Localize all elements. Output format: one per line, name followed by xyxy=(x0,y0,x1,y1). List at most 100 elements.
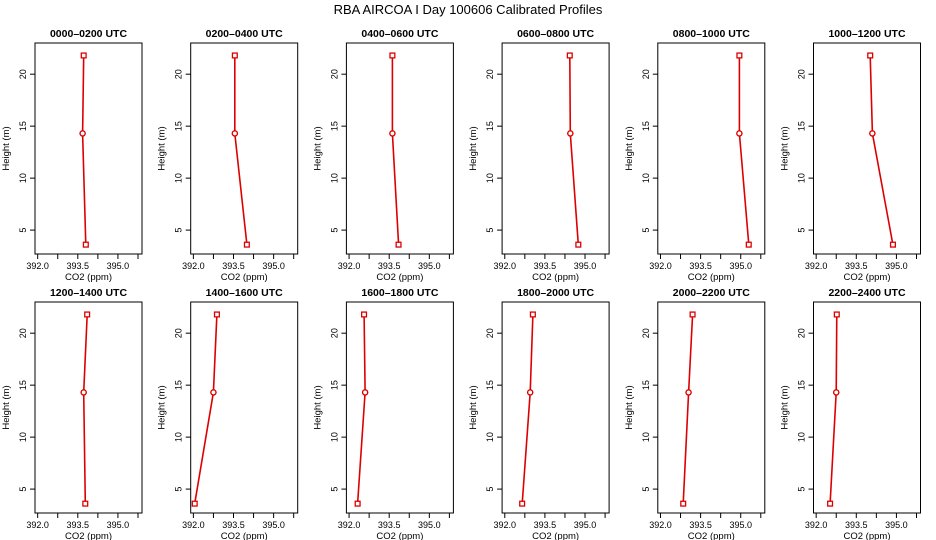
y-tick-label: 5 xyxy=(18,228,28,233)
y-tick-label: 20 xyxy=(174,328,184,338)
y-tick-label: 10 xyxy=(485,173,495,183)
data-point xyxy=(82,500,89,507)
y-tick-label: 5 xyxy=(641,487,651,492)
data-point xyxy=(361,389,369,396)
profile-line xyxy=(521,314,534,504)
data-point xyxy=(210,389,217,396)
data-point xyxy=(869,130,876,137)
profile-panel-2: 0200–0400 UTC 392.0 393.5 395.0 5 10 15 20 CO2 (… xyxy=(157,28,299,283)
data-point xyxy=(213,311,220,318)
y-tick-label: 5 xyxy=(641,228,651,233)
x-tick-label: 395.0 xyxy=(107,261,130,271)
y-axis-label: Height (m) xyxy=(312,126,323,170)
plot-frame xyxy=(345,42,454,255)
x-tick-label: 392.0 xyxy=(26,520,49,530)
y-tick-label: 5 xyxy=(797,228,807,233)
data-point xyxy=(566,52,573,59)
plot-frame xyxy=(657,301,766,514)
x-tick-label: 393.5 xyxy=(378,261,401,271)
y-tick-label: 15 xyxy=(18,380,28,390)
x-axis-label: CO2 (ppm) xyxy=(688,531,735,540)
x-tick-label: 393.5 xyxy=(67,261,90,271)
y-tick-label: 10 xyxy=(18,173,28,183)
data-point xyxy=(529,311,536,318)
x-tick-label: 392.0 xyxy=(338,520,361,530)
y-tick-label: 15 xyxy=(641,121,651,131)
profile-panel-7: 1200–1400 UTC 392.0 393.5 395.0 5 10 15 20 CO2 (… xyxy=(1,287,143,540)
x-axis-label: CO2 (ppm) xyxy=(65,531,112,540)
x-tick-label: 395.0 xyxy=(885,520,908,530)
y-tick-label: 10 xyxy=(485,432,495,442)
y-tick-label: 15 xyxy=(18,121,28,131)
profile-panel-11: 2000–2200 UTC 392.0 393.5 395.0 5 10 15 20 CO2 (… xyxy=(624,287,766,540)
profile-panel-8: 1400–1600 UTC 392.0 393.5 395.0 5 10 15 20 CO2 (… xyxy=(157,287,299,540)
x-tick-label: 395.0 xyxy=(574,520,597,530)
x-tick-label: 392.0 xyxy=(338,261,361,271)
panel-title: 0000–0200 UTC xyxy=(50,28,127,40)
y-axis-label: Height (m) xyxy=(312,385,323,429)
y-tick-label: 20 xyxy=(174,69,184,79)
data-point xyxy=(519,500,526,507)
panel-title: 0600–0800 UTC xyxy=(517,28,594,40)
x-tick-label: 395.0 xyxy=(418,520,441,530)
y-tick-label: 20 xyxy=(485,69,495,79)
figure-title: RBA AIRCOA I Day 100606 Calibrated Profi… xyxy=(334,2,603,17)
plot-frame xyxy=(345,301,454,514)
plot-frame xyxy=(34,301,143,514)
x-axis-label: CO2 (ppm) xyxy=(844,531,891,540)
profile-line xyxy=(869,55,894,245)
y-tick-label: 20 xyxy=(18,69,28,79)
y-tick-label: 20 xyxy=(485,328,495,338)
profile-panel-1: 0000–0200 UTC 392.0 393.5 395.0 5 10 15 20 CO2 (… xyxy=(1,28,143,283)
data-point xyxy=(231,52,238,59)
x-tick-label: 395.0 xyxy=(729,261,752,271)
y-axis-label: Height (m) xyxy=(157,126,168,170)
y-tick-label: 5 xyxy=(485,228,495,233)
x-tick-label: 392.0 xyxy=(182,520,205,530)
x-tick-label: 395.0 xyxy=(262,520,285,530)
profile-line xyxy=(82,314,88,504)
y-tick-label: 15 xyxy=(329,121,339,131)
x-tick-label: 393.5 xyxy=(378,520,401,530)
panel-title: 1600–1800 UTC xyxy=(361,287,438,299)
x-axis-label: CO2 (ppm) xyxy=(376,531,423,540)
y-axis-label: Height (m) xyxy=(624,126,635,170)
data-point xyxy=(745,241,752,248)
profile-panel-4: 0600–0800 UTC 392.0 393.5 395.0 5 10 15 20 CO2 (… xyxy=(468,28,610,283)
x-tick-label: 393.5 xyxy=(689,261,712,271)
x-tick-label: 392.0 xyxy=(649,520,672,530)
y-axis-label: Height (m) xyxy=(624,385,635,429)
profile-panel-10: 1800–2000 UTC 392.0 393.5 395.0 5 10 15 20 CO2 (… xyxy=(468,287,610,540)
plot-frame xyxy=(657,42,766,255)
panel-title: 2200–2400 UTC xyxy=(828,287,905,299)
profile-line xyxy=(569,55,580,245)
panel-title: 0800–1000 UTC xyxy=(673,28,750,40)
data-point xyxy=(389,130,396,137)
x-tick-label: 393.5 xyxy=(222,520,245,530)
x-tick-label: 392.0 xyxy=(494,261,517,271)
x-tick-label: 395.0 xyxy=(885,261,908,271)
profile-line xyxy=(234,55,248,245)
x-tick-label: 392.0 xyxy=(649,261,672,271)
panel-title: 0400–0600 UTC xyxy=(361,28,438,40)
data-point xyxy=(689,311,696,318)
y-tick-label: 15 xyxy=(485,380,495,390)
x-tick-label: 392.0 xyxy=(494,520,517,530)
x-tick-label: 395.0 xyxy=(107,520,130,530)
panel-title: 1800–2000 UTC xyxy=(517,287,594,299)
profile-line xyxy=(738,55,750,245)
panel-title: 0200–0400 UTC xyxy=(206,28,283,40)
y-tick-label: 15 xyxy=(641,380,651,390)
data-point xyxy=(82,241,89,248)
y-tick-label: 15 xyxy=(797,380,807,390)
plot-frame xyxy=(190,301,299,514)
profile-line xyxy=(829,314,838,504)
y-tick-label: 15 xyxy=(485,121,495,131)
y-tick-label: 20 xyxy=(797,328,807,338)
y-tick-label: 15 xyxy=(797,121,807,131)
profile-line xyxy=(193,314,218,504)
data-point xyxy=(827,500,834,507)
x-axis-label: CO2 (ppm) xyxy=(532,272,579,283)
plot-frame xyxy=(34,42,143,255)
data-point xyxy=(889,241,896,248)
